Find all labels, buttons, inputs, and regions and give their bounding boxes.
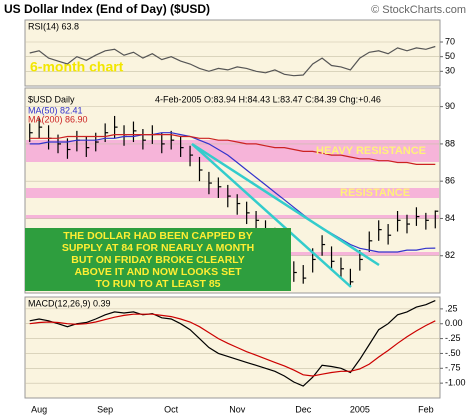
series-line: [29, 132, 436, 253]
trend-line: [191, 142, 380, 267]
macd-panel: [24, 296, 441, 399]
panels: [24, 19, 441, 399]
callout-line: ABOVE IT AND NOW LOOKS SET: [74, 266, 242, 278]
resistance-band: [26, 140, 439, 162]
x-tick-label: Oct: [164, 404, 179, 414]
y-tick-label: 70: [445, 36, 455, 46]
panel-title: $USD Daily: [28, 94, 75, 104]
legend-entry: MA(50) 82.41: [28, 105, 83, 115]
y-tick-label: 82: [445, 250, 455, 260]
series-line: [29, 45, 436, 77]
annotation: RESISTANCE: [340, 187, 410, 199]
y-tick-label: 30: [445, 66, 455, 76]
plot: Aug Sep Oct Nov Dec 2005 Feb 30 50 70 82 84 86 88 90 MA…: [25, 36, 466, 414]
y-tick-label: 50: [445, 51, 455, 61]
y-tick-label: -.25: [445, 333, 461, 343]
x-tick-label: 2005: [350, 404, 370, 414]
x-tick-label: Nov: [229, 404, 246, 414]
quote: 4-Feb-2005 O:83.94 H:84.43 L:83.47 C:84.…: [155, 94, 381, 104]
x-tick-label: Sep: [97, 404, 113, 414]
legend-entry: MA(200) 86.90: [28, 114, 88, 124]
y-tick-label: 86: [445, 176, 455, 186]
series-line: [29, 134, 436, 165]
y-tick-label: .25: [445, 303, 458, 313]
callout-line: THE DOLLAR HAD BEEN CAPPED BY: [63, 230, 253, 242]
trend-line: [191, 143, 352, 288]
y-tick-label: 88: [445, 138, 455, 148]
callout: THE DOLLAR HAD BEEN CAPPED BY SUPPLY AT …: [62, 230, 254, 290]
y-tick-label: 0.00: [445, 318, 463, 328]
y-tick-label: 84: [445, 213, 455, 223]
annotation: HEAVY RESISTANCE: [316, 145, 426, 157]
rsi-panel: [24, 19, 441, 87]
x-tick-label: Aug: [31, 404, 47, 414]
callout-box: [25, 228, 291, 291]
annotation: 6-month chart: [30, 59, 124, 75]
callout-line: BUT ON FRIDAY BROKE CLEARLY: [71, 254, 244, 266]
y-tick-label: -.75: [445, 363, 461, 373]
panel-title: MACD(12,26,9) 0.39: [28, 298, 111, 308]
resistance-band: [26, 188, 439, 198]
x-tick-label: Dec: [295, 404, 312, 414]
series-line: [29, 300, 436, 387]
y-tick-label: -.50: [445, 348, 461, 358]
callout-line: TO RUN TO AT LEAST 85: [95, 278, 220, 290]
x-tick-label: Feb: [418, 404, 434, 414]
y-tick-label: -1.00: [445, 378, 466, 388]
y-tick-label: 90: [445, 101, 455, 111]
panel-title: RSI(14) 63.8: [28, 21, 79, 31]
chart-title: US Dollar Index (End of Day) ($USD): [4, 2, 210, 16]
callout-line: SUPPLY AT 84 FOR NEARLY A MONTH: [62, 242, 254, 254]
series-line: [29, 313, 436, 377]
overlay: 6-month chart HEAVY RESISTANCE RESISTANC…: [25, 21, 426, 308]
source: © StockCharts.com: [371, 4, 466, 16]
resistance-band: [26, 215, 439, 219]
